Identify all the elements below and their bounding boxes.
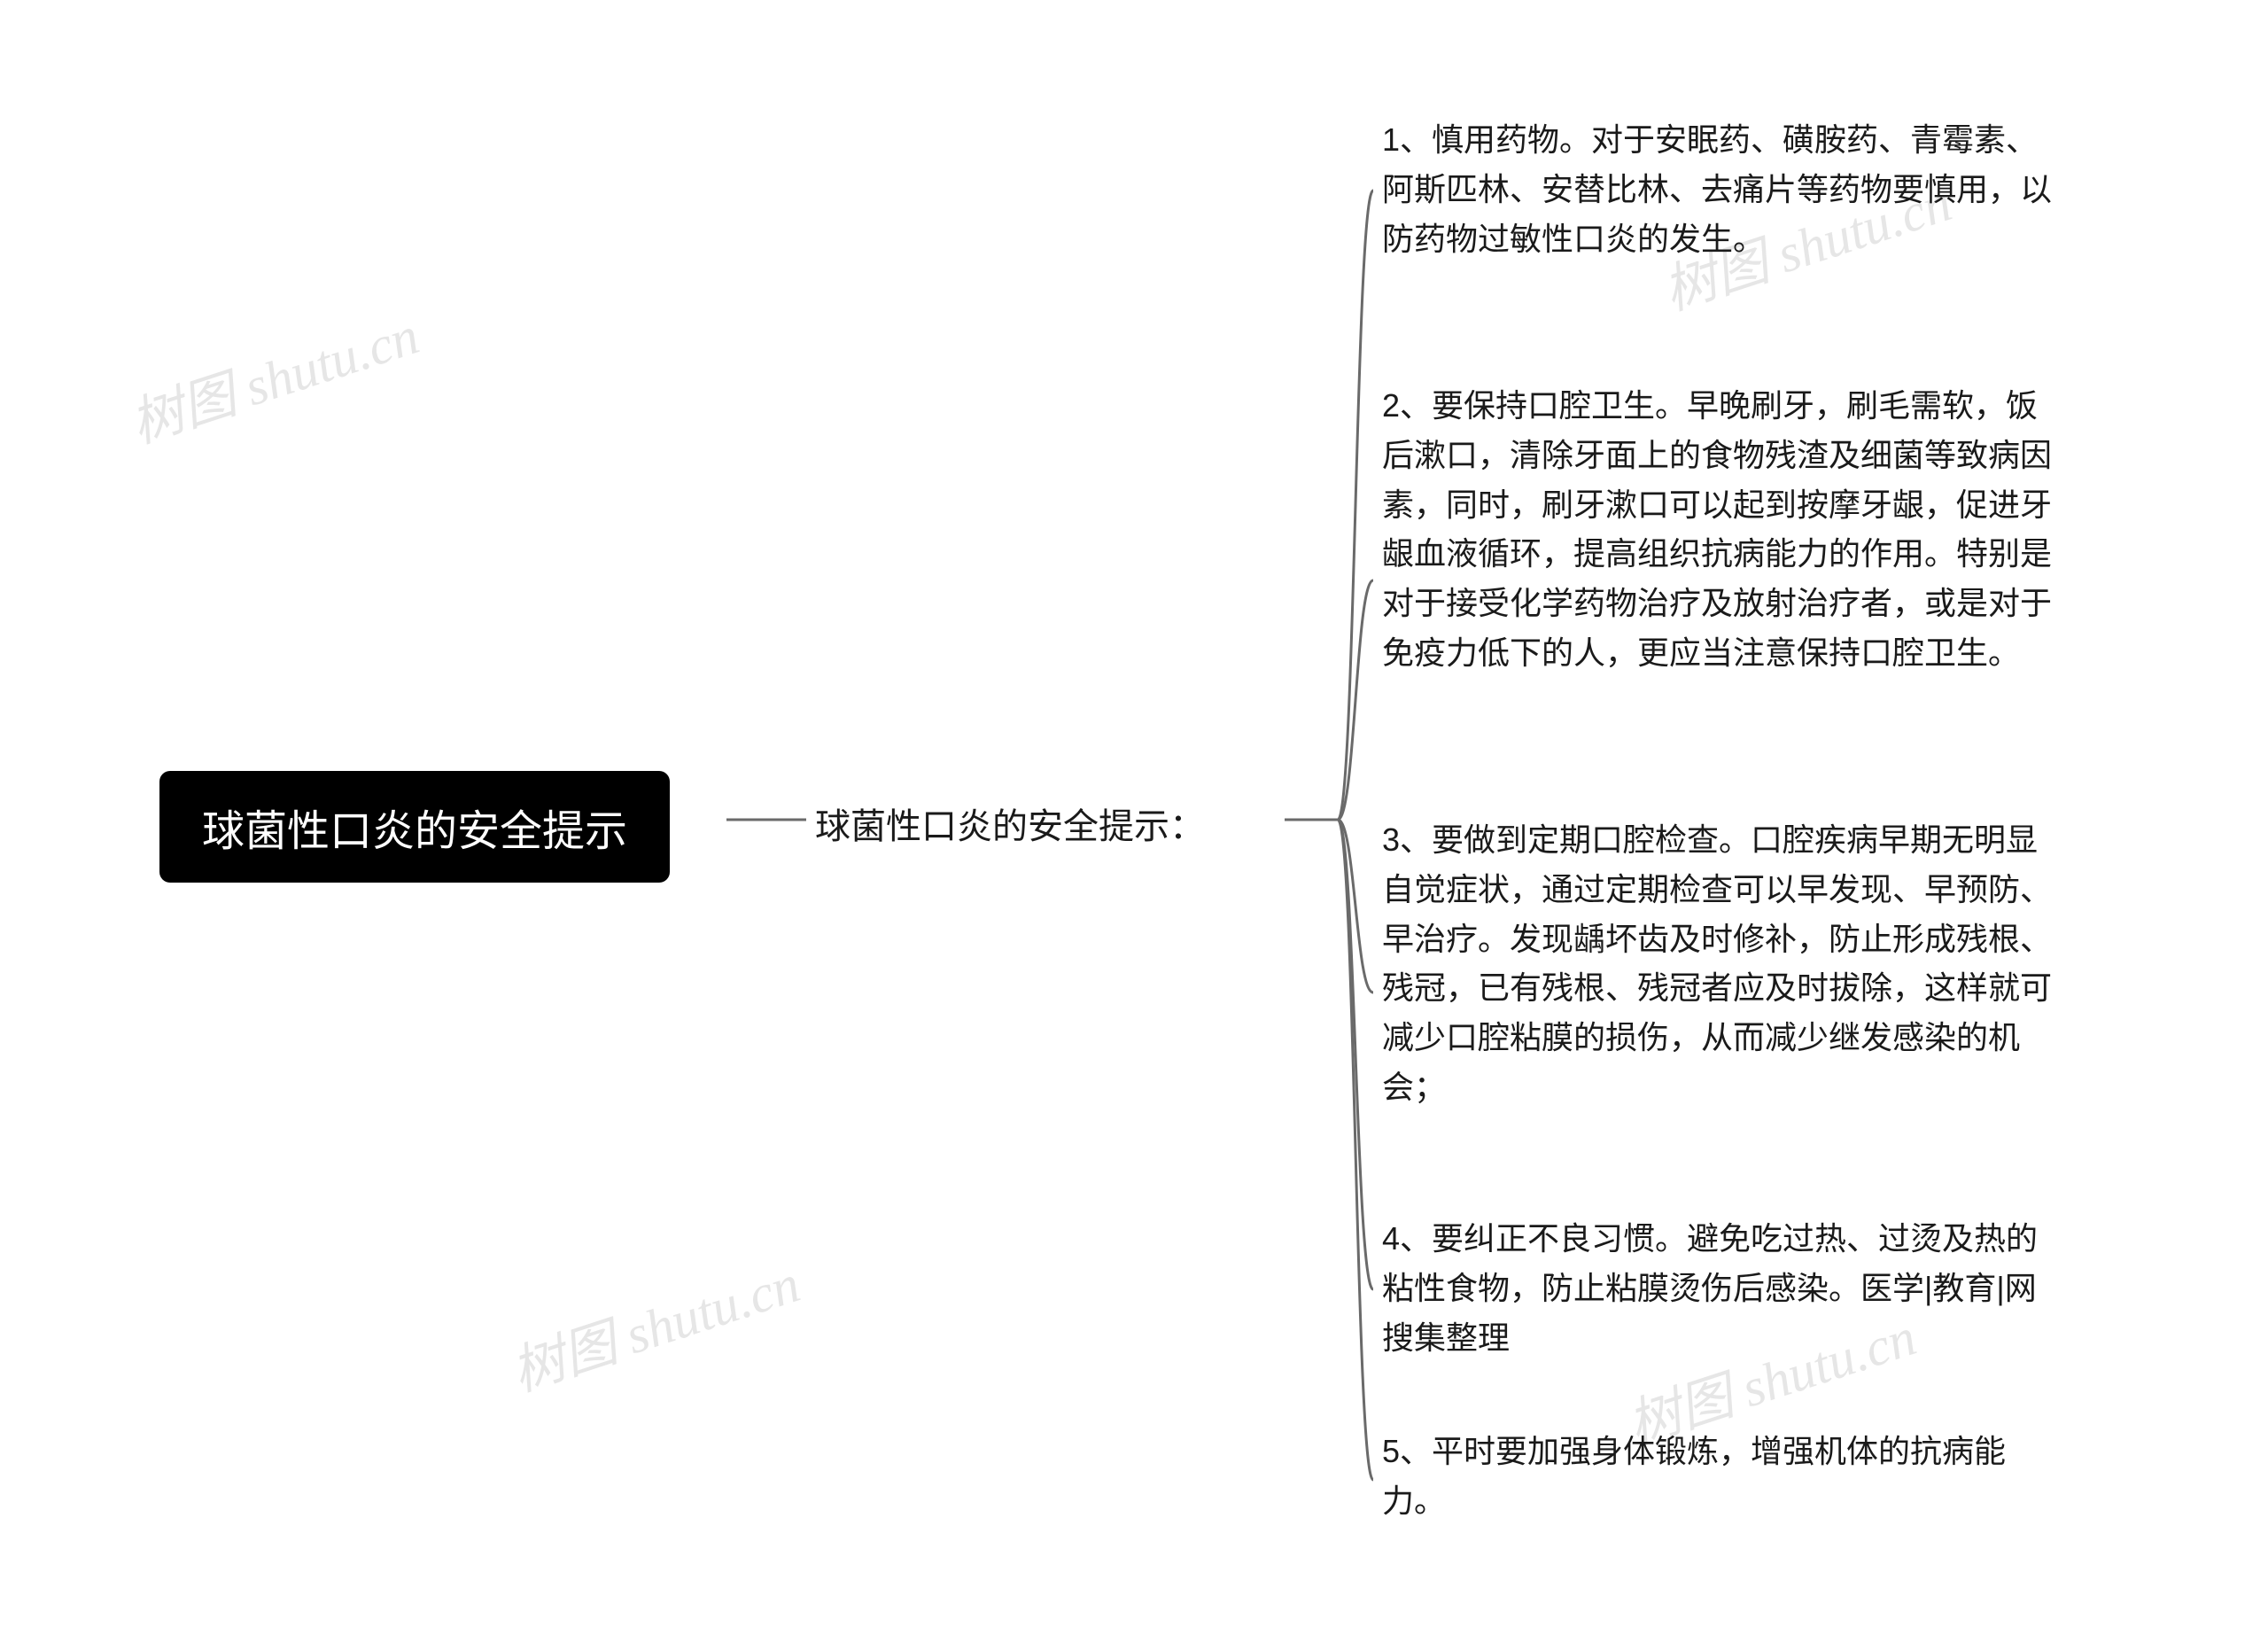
leaf-node[interactable]: 2、要保持口腔卫生。早晚刷牙，刷毛需软，饭后漱口，清除牙面上的食物残渣及细菌等致… <box>1382 381 2055 678</box>
branch-node[interactable]: 球菌性口炎的安全提示： <box>815 798 1205 849</box>
leaf-node[interactable]: 1、慎用药物。对于安眠药、磺胺药、青霉素、阿斯匹林、安替比林、去痛片等药物要慎用… <box>1382 115 2055 263</box>
root-node[interactable]: 球菌性口炎的安全提示 <box>159 771 670 883</box>
mindmap-canvas: 树图 shutu.cn 树图 shutu.cn 树图 shutu.cn 树图 s… <box>0 0 2268 1650</box>
leaf-node[interactable]: 3、要做到定期口腔检查。口腔疾病早期无明显自觉症状，通过定期检查可以早发现、早预… <box>1382 815 2055 1112</box>
leaf-node[interactable]: 5、平时要加强身体锻炼，增强机体的抗病能力。 <box>1382 1427 2055 1526</box>
leaf-node[interactable]: 4、要纠正不良习惯。避免吃过热、过烫及热的粘性食物，防止粘膜烫伤后感染。医学|教… <box>1382 1214 2055 1362</box>
